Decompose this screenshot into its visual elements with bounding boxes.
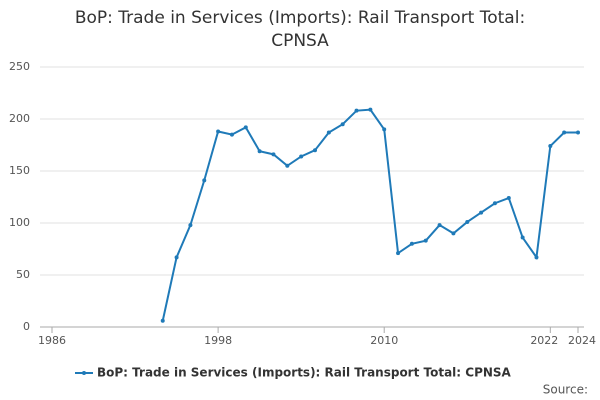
x-tick-label: 2010: [370, 334, 398, 347]
y-tick-label: 150: [9, 164, 30, 177]
point: [285, 163, 290, 168]
x-tick-label: 1998: [204, 334, 232, 347]
point: [520, 235, 525, 240]
point: [382, 127, 387, 132]
x-tick-label: 2022: [530, 334, 558, 347]
point: [271, 152, 276, 157]
point: [202, 178, 207, 183]
x-tick-label: 2024: [568, 334, 596, 347]
y-tick-label: 200: [9, 112, 30, 125]
legend-label: BoP: Trade in Services (Imports): Rail T…: [97, 366, 512, 380]
point: [257, 149, 262, 154]
chart-title: BoP: Trade in Services (Imports): Rail T…: [75, 8, 525, 28]
point: [229, 132, 234, 137]
point: [340, 122, 345, 127]
point: [243, 125, 248, 130]
point: [354, 108, 359, 113]
point: [492, 201, 497, 206]
point: [506, 196, 511, 201]
point: [174, 255, 179, 260]
point: [479, 210, 484, 215]
point: [396, 251, 401, 256]
point: [451, 231, 456, 236]
y-tick-label: 250: [9, 60, 30, 73]
point: [423, 238, 428, 243]
point: [313, 148, 317, 153]
point: [188, 223, 193, 228]
point: [409, 241, 414, 246]
legend-swatch: [82, 371, 86, 375]
line: [161, 108, 578, 321]
point: [534, 255, 539, 260]
point: [465, 219, 470, 224]
point: [548, 144, 553, 149]
point: [368, 107, 373, 112]
y-tick-label: 100: [9, 216, 30, 229]
point: [562, 130, 567, 135]
point: [216, 129, 221, 134]
chart-title: CPNSA: [271, 31, 329, 51]
point: [326, 130, 331, 135]
x-tick-label: 1986: [38, 334, 66, 347]
point: [160, 318, 165, 323]
y-tick-label: 0: [23, 320, 30, 333]
point: [299, 154, 304, 159]
source: Source:: [543, 383, 588, 397]
point: [437, 223, 442, 228]
point: [576, 130, 580, 135]
y-tick-label: 50: [16, 268, 30, 281]
